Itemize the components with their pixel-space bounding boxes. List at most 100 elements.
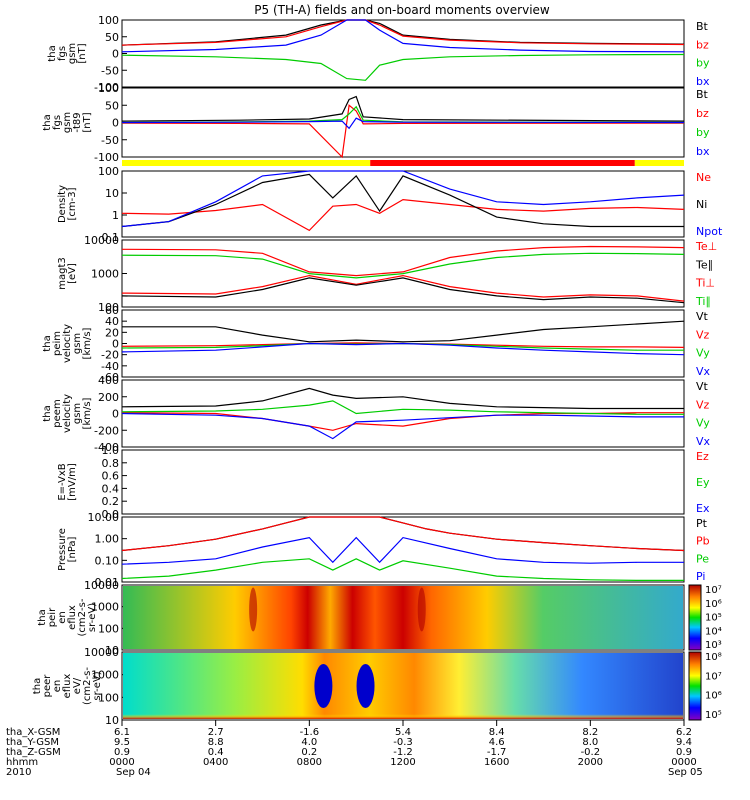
colorbar-label: 10⁷ <box>705 585 722 596</box>
y-axis-label: Density[cm-3] <box>57 185 78 223</box>
xaxis-date-start: Sep 04 <box>116 767 151 778</box>
y-tick-label: 400 <box>98 374 119 387</box>
y-tick-label: -200 <box>94 424 119 437</box>
colorbar <box>688 651 702 721</box>
xaxis-value: 2.7 <box>208 727 224 738</box>
xaxis-value: 0000 <box>671 757 696 768</box>
y-axis-label-line: peir <box>47 607 58 627</box>
region-bar-red <box>370 160 635 166</box>
legend-Te⊥: Te⊥ <box>695 240 717 253</box>
y-axis-label-line: [km/s] <box>82 327 93 359</box>
xaxis-value: -1.2 <box>393 747 413 758</box>
series-Pe <box>121 558 684 582</box>
y-tick-label: -50 <box>101 134 119 147</box>
y-axis-label: thafgsgsm-t89[nT] <box>42 112 93 133</box>
colorbar-label: 10⁴ <box>705 626 722 637</box>
panel-density: 100 10 1 0.1 Density[cm-3] Ne Ni Npot <box>57 165 723 244</box>
y-axis-label-line: velocity <box>62 324 73 363</box>
y-axis-label-line: peem <box>52 399 63 427</box>
colorbar-label: 10⁶ <box>705 691 722 702</box>
xaxis-year: 2010 <box>6 767 31 778</box>
y-axis-label-line: eflux <box>67 605 78 630</box>
series-Pt <box>121 516 685 552</box>
legend-Vz: Vz <box>696 328 710 341</box>
xaxis-row-label: hhmm <box>6 757 38 768</box>
series-Ti∥ <box>121 252 685 279</box>
y-tick-label: 0.01 <box>95 576 120 589</box>
xaxis-date-end: Sep 05 <box>668 767 703 778</box>
y-tick-label: 1000 <box>91 268 119 281</box>
region-bar <box>122 160 684 166</box>
xaxis-value: 6.1 <box>114 727 130 738</box>
y-axis-label-line: fgs <box>52 115 63 130</box>
ion-spectrogram-feature <box>249 587 258 632</box>
y-tick-label: 10 <box>105 644 119 657</box>
series-Ti⊥ <box>121 245 685 277</box>
y-axis-label: E=-VxB[mV/m] <box>57 463 78 501</box>
y-axis-label-line: gsm <box>62 112 73 133</box>
xaxis-value: 1600 <box>484 757 509 768</box>
y-tick-label: 0.2 <box>102 495 120 508</box>
electron-spectrogram-feature <box>314 664 333 708</box>
series-Bt <box>121 95 685 122</box>
xaxis-row-label: tha_Y-GSM <box>6 737 59 748</box>
y-tick-label: 100 <box>98 82 119 95</box>
y-tick-label: 0 <box>112 408 119 421</box>
xaxis-value: 4.6 <box>489 737 505 748</box>
y-tick-label: 10000 <box>84 579 119 592</box>
y-axis-label-line: eV/ <box>72 677 83 694</box>
y-tick-label: 50 <box>105 31 119 44</box>
y-tick-label: 10 <box>105 714 119 727</box>
y-tick-label: -100 <box>94 151 119 164</box>
colorbar <box>688 584 702 651</box>
legend-Ey: Ey <box>696 476 710 489</box>
y-axis-label-line: velocity <box>62 394 73 433</box>
y-axis-label-line: [nT] <box>82 112 93 132</box>
series-Vx <box>121 342 685 356</box>
series-Vt <box>121 387 684 410</box>
series-Ni <box>121 173 684 228</box>
xaxis-value: 0000 <box>109 757 134 768</box>
y-axis-label-line: sr-eV) <box>87 603 98 632</box>
panel-frame <box>121 449 685 515</box>
colorbar-label: 10⁵ <box>705 613 722 624</box>
y-axis-label-line: [cm-3] <box>67 187 78 220</box>
panel-pressure: 10.00 1.00 0.10 0.01 Pressure[nPa] Pt Pb Pe Pi <box>57 511 710 589</box>
y-tick-label: 100 <box>98 14 119 27</box>
y-axis-label-line: gsm <box>72 403 83 424</box>
y-axis-label-line: Pressure <box>57 528 68 571</box>
y-axis-label: thapeimvelocitygsm[km/s] <box>42 324 93 363</box>
legend-by: by <box>696 126 710 139</box>
colorbar-label: 10⁵ <box>705 710 722 721</box>
panel-stack: 100500-50-100thafgsgsm[nT]Btbzbybx100500… <box>32 14 723 727</box>
series-Pb <box>121 516 685 552</box>
xaxis-value: 2000 <box>578 757 603 768</box>
electron-spectrogram-lowenergy <box>123 700 683 719</box>
legend-Bt: Bt <box>696 20 709 33</box>
xaxis-value: 8.8 <box>208 737 224 748</box>
xaxis-value: -0.2 <box>581 747 601 758</box>
y-tick-label: 10.00 <box>88 511 120 524</box>
xaxis-row-label: tha_X-GSM <box>6 727 60 738</box>
xaxis-value: 5.4 <box>395 727 411 738</box>
legend-Vt: Vt <box>696 380 709 393</box>
xaxis-value: 0400 <box>203 757 228 768</box>
y-axis-label: thapeerenefluxeV/(cm2-s-sr-eV) <box>32 667 103 705</box>
legend-Vz: Vz <box>696 398 710 411</box>
electron-spectrogram-feature <box>356 664 375 708</box>
y-axis-label-line: -t89 <box>72 112 83 132</box>
y-axis-label-line: tha <box>47 45 58 61</box>
y-tick-label: 1000 <box>91 669 119 682</box>
panel-temperature: 10000 1000 100 magt3[eV] Te⊥ Te∥ Ti⊥ Ti∥ <box>57 234 717 314</box>
y-axis-label-line: [eV] <box>67 263 78 284</box>
legend-Vy: Vy <box>696 347 710 360</box>
legend-Ne: Ne <box>696 171 711 184</box>
y-axis-label-line: en <box>57 611 68 624</box>
y-tick-label: 0.0 <box>102 508 120 521</box>
xaxis-row-label: tha_Z-GSM <box>6 747 61 758</box>
colorbar-label: 10⁷ <box>705 671 722 682</box>
y-axis-label-line: [nT] <box>77 43 88 63</box>
legend-bx: bx <box>696 75 710 88</box>
legend-Pi: Pi <box>696 570 705 583</box>
